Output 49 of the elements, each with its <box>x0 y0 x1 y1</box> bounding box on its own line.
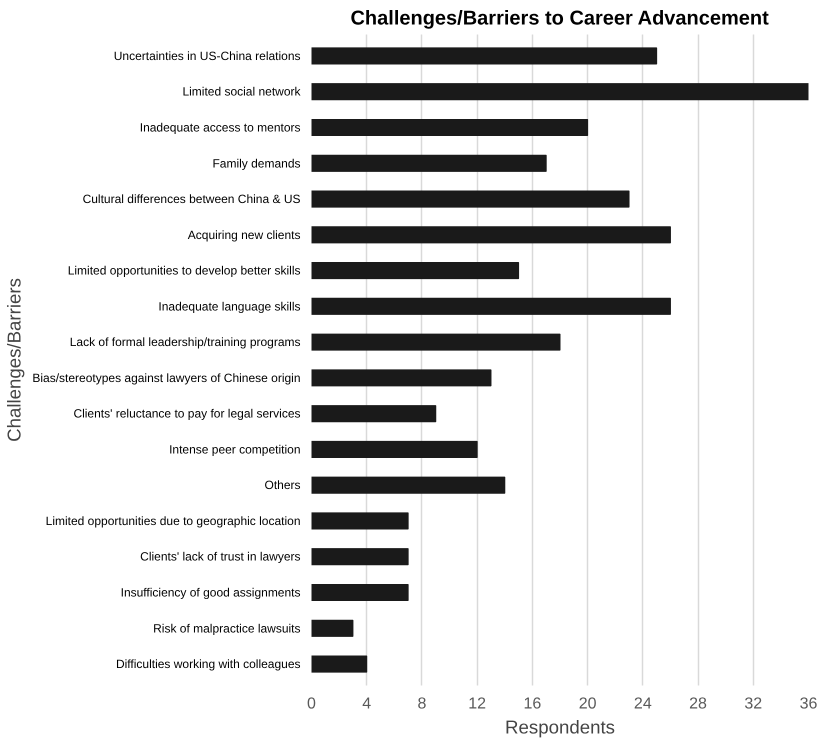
y-tick-label: Family demands <box>212 156 300 170</box>
x-tick-label: 12 <box>468 696 486 712</box>
y-tick-label: Inadequate language skills <box>158 299 300 314</box>
y-tick-label: Difficulties working with colleagues <box>116 657 300 672</box>
y-tick-label: Others <box>264 478 301 492</box>
bar <box>312 262 520 280</box>
y-tick-label: Cultural differences between China & US <box>82 192 301 206</box>
y-tick-label: Risk of malpractice lawsuits <box>153 621 300 636</box>
bar <box>312 440 478 458</box>
x-axis-title: Respondents <box>505 716 615 738</box>
bar <box>312 190 630 208</box>
y-tick-label: Lack of formal leadership/training programs <box>70 335 301 350</box>
x-tick-label: 36 <box>800 696 818 712</box>
chart-title: Challenges/Barriers to Career Advancement <box>350 8 770 30</box>
y-tick-label: Insufficiency of good assignments <box>120 586 301 600</box>
x-tick-label: 24 <box>634 696 652 712</box>
bar <box>312 584 409 602</box>
x-tick-label: 8 <box>417 696 426 712</box>
y-tick-label: Clients' reluctance to pay for legal services <box>73 406 300 421</box>
bar <box>312 118 588 136</box>
bar <box>312 512 409 530</box>
x-tick-label: 4 <box>362 696 372 712</box>
bar <box>312 83 808 100</box>
y-tick-label: Intense peer competition <box>169 442 301 456</box>
bar <box>312 548 409 566</box>
bar <box>312 298 671 315</box>
y-tick-label: Clients' lack of trust in lawyers <box>140 550 300 564</box>
bar <box>312 476 506 494</box>
bar <box>312 47 658 65</box>
x-tick-label: 20 <box>578 696 597 712</box>
x-tick-label: 28 <box>689 696 708 712</box>
x-tick-label: 0 <box>307 696 316 712</box>
y-axis-title: Challenges/Barriers <box>3 278 24 442</box>
bar <box>312 405 436 422</box>
bar <box>312 334 560 351</box>
y-tick-label: Limited social network <box>182 84 302 99</box>
y-tick-label: Limited opportunities due to geographic location <box>46 514 301 528</box>
x-tick-label: 32 <box>744 696 762 712</box>
y-tick-label: Uncertainties in US-China relations <box>114 48 300 63</box>
y-tick-label: Inadequate access to mentors <box>140 120 300 134</box>
bar <box>312 655 368 673</box>
y-tick-label: Acquiring new clients <box>188 228 301 242</box>
y-tick-label: Bias/stereotypes against lawyers of Chinese origin <box>32 370 301 385</box>
y-tick-label: Limited opportunities to develop better skills <box>68 264 301 278</box>
x-tick-label: 16 <box>523 696 542 712</box>
bar <box>312 154 547 172</box>
bar <box>312 369 492 386</box>
bar <box>312 226 671 244</box>
bar <box>312 620 354 637</box>
